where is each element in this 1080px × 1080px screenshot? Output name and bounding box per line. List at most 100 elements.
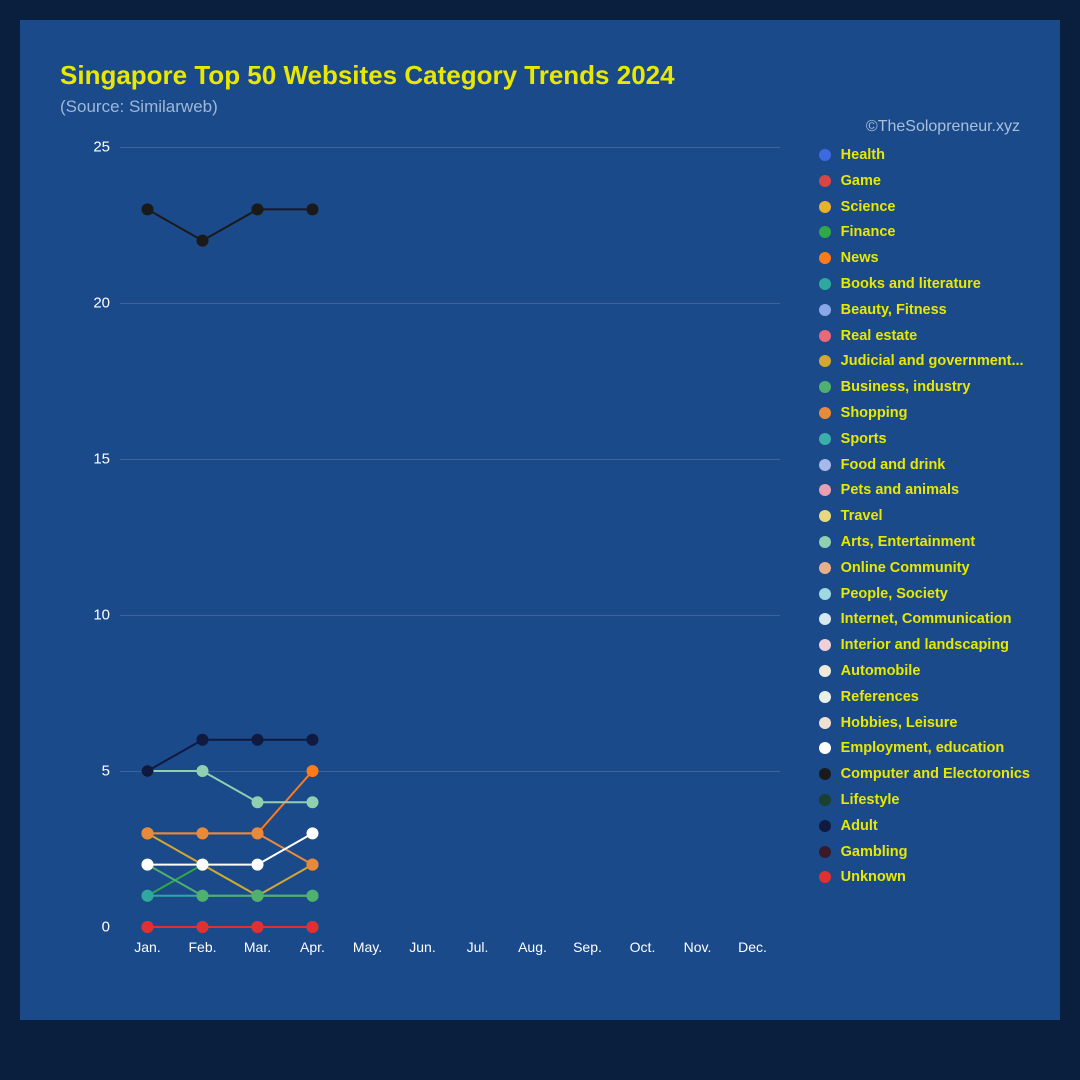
- data-point[interactable]: [252, 859, 264, 871]
- legend-item[interactable]: Employment, education: [819, 740, 1030, 756]
- x-axis-label: May.: [353, 939, 382, 955]
- data-point[interactable]: [307, 796, 319, 808]
- data-point[interactable]: [307, 734, 319, 746]
- legend-item[interactable]: Books and literature: [819, 276, 1030, 292]
- data-point[interactable]: [197, 734, 209, 746]
- x-axis-label: Sep.: [573, 939, 602, 955]
- legend-label: Gambling: [841, 844, 908, 860]
- legend-item[interactable]: Pets and animals: [819, 482, 1030, 498]
- data-point[interactable]: [252, 734, 264, 746]
- legend-item[interactable]: Travel: [819, 508, 1030, 524]
- legend-swatch: [819, 252, 831, 264]
- legend-item[interactable]: People, Society: [819, 586, 1030, 602]
- legend-item[interactable]: Arts, Entertainment: [819, 534, 1030, 550]
- legend-swatch: [819, 639, 831, 651]
- legend-label: Beauty, Fitness: [841, 302, 947, 318]
- data-point[interactable]: [252, 827, 264, 839]
- legend-label: Judicial and government...: [841, 353, 1024, 369]
- series-line[interactable]: [148, 833, 313, 864]
- data-point[interactable]: [307, 890, 319, 902]
- legend-swatch: [819, 665, 831, 677]
- data-point[interactable]: [307, 827, 319, 839]
- data-point[interactable]: [142, 859, 154, 871]
- data-point[interactable]: [197, 827, 209, 839]
- data-point[interactable]: [197, 235, 209, 247]
- watermark-text: ©TheSolopreneur.xyz: [866, 118, 1020, 136]
- legend-item[interactable]: Interior and landscaping: [819, 637, 1030, 653]
- series-line[interactable]: [148, 740, 313, 771]
- legend-item[interactable]: Adult: [819, 818, 1030, 834]
- legend-item[interactable]: News: [819, 250, 1030, 266]
- data-point[interactable]: [252, 921, 264, 933]
- data-point[interactable]: [197, 890, 209, 902]
- data-point[interactable]: [142, 765, 154, 777]
- legend-label: Adult: [841, 818, 878, 834]
- legend-item[interactable]: Finance: [819, 224, 1030, 240]
- chart-title: Singapore Top 50 Websites Category Trend…: [60, 60, 1030, 91]
- data-point[interactable]: [252, 203, 264, 215]
- x-axis-label: Jul.: [467, 939, 489, 955]
- legend-item[interactable]: Computer and Electoronics: [819, 766, 1030, 782]
- legend-label: Employment, education: [841, 740, 1005, 756]
- data-point[interactable]: [142, 827, 154, 839]
- data-point[interactable]: [307, 203, 319, 215]
- x-axis-label: Feb.: [188, 939, 216, 955]
- data-point[interactable]: [252, 890, 264, 902]
- x-axis-label: Dec.: [738, 939, 767, 955]
- legend-label: Finance: [841, 224, 896, 240]
- legend-item[interactable]: Automobile: [819, 663, 1030, 679]
- series-line[interactable]: [148, 771, 313, 802]
- legend-item[interactable]: Internet, Communication: [819, 611, 1030, 627]
- data-point[interactable]: [197, 859, 209, 871]
- data-point[interactable]: [142, 203, 154, 215]
- data-point[interactable]: [142, 890, 154, 902]
- legend-item[interactable]: Beauty, Fitness: [819, 302, 1030, 318]
- data-point[interactable]: [252, 796, 264, 808]
- legend-swatch: [819, 459, 831, 471]
- legend-swatch: [819, 330, 831, 342]
- legend-item[interactable]: Health: [819, 147, 1030, 163]
- legend-item[interactable]: Business, industry: [819, 379, 1030, 395]
- legend-label: Hobbies, Leisure: [841, 715, 958, 731]
- legend-swatch: [819, 871, 831, 883]
- data-point[interactable]: [307, 921, 319, 933]
- chart-panel: Singapore Top 50 Websites Category Trend…: [20, 20, 1060, 1020]
- legend-swatch: [819, 355, 831, 367]
- legend-swatch: [819, 149, 831, 161]
- series-line[interactable]: [148, 209, 313, 240]
- legend-label: Sports: [841, 431, 887, 447]
- legend-label: Science: [841, 199, 896, 215]
- legend-item[interactable]: Lifestyle: [819, 792, 1030, 808]
- data-point[interactable]: [142, 921, 154, 933]
- data-point[interactable]: [307, 859, 319, 871]
- legend-item[interactable]: Food and drink: [819, 457, 1030, 473]
- legend-item[interactable]: Gambling: [819, 844, 1030, 860]
- legend-item[interactable]: Real estate: [819, 328, 1030, 344]
- legend-item[interactable]: Unknown: [819, 869, 1030, 885]
- legend-item[interactable]: Shopping: [819, 405, 1030, 421]
- x-axis-label: Jan.: [134, 939, 160, 955]
- legend-label: Travel: [841, 508, 883, 524]
- legend-item[interactable]: Hobbies, Leisure: [819, 715, 1030, 731]
- legend-label: Computer and Electoronics: [841, 766, 1030, 782]
- data-point[interactable]: [197, 765, 209, 777]
- legend-swatch: [819, 201, 831, 213]
- legend-label: Automobile: [841, 663, 921, 679]
- legend-label: Lifestyle: [841, 792, 900, 808]
- legend-swatch: [819, 433, 831, 445]
- legend-item[interactable]: Game: [819, 173, 1030, 189]
- legend-item[interactable]: Science: [819, 199, 1030, 215]
- series-line[interactable]: [148, 833, 313, 864]
- legend-label: Business, industry: [841, 379, 971, 395]
- x-axis-label: Oct.: [630, 939, 656, 955]
- legend-item[interactable]: References: [819, 689, 1030, 705]
- chart-subtitle: (Source: Similarweb): [60, 97, 1030, 117]
- data-point[interactable]: [197, 921, 209, 933]
- legend-swatch: [819, 278, 831, 290]
- legend-item[interactable]: Sports: [819, 431, 1030, 447]
- legend-item[interactable]: Online Community: [819, 560, 1030, 576]
- data-point[interactable]: [307, 765, 319, 777]
- legend-item[interactable]: Judicial and government...: [819, 353, 1030, 369]
- legend-label: Food and drink: [841, 457, 946, 473]
- legend-swatch: [819, 588, 831, 600]
